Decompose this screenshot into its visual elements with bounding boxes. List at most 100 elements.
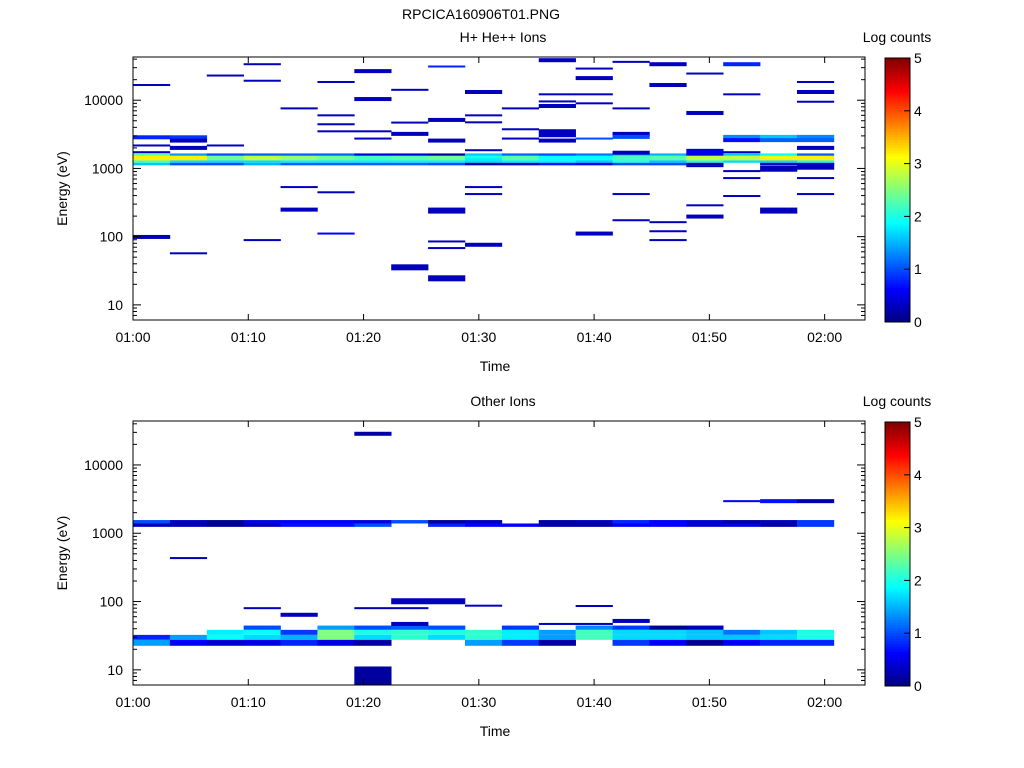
heatmap-line bbox=[317, 123, 355, 126]
colorbar-segment bbox=[885, 538, 910, 542]
colorbar-segment bbox=[885, 561, 910, 565]
heatmap-cell bbox=[428, 162, 466, 166]
heatmap-line bbox=[391, 88, 429, 91]
heatmap-cell bbox=[354, 153, 392, 156]
heatmap-cell bbox=[280, 160, 318, 163]
heatmap-cell bbox=[760, 162, 798, 166]
colorbar-segment bbox=[885, 495, 910, 499]
heatmap-line bbox=[169, 557, 208, 560]
heatmap-cell bbox=[206, 160, 244, 163]
colorbar-label: Log counts bbox=[863, 29, 932, 45]
heatmap-line bbox=[428, 65, 466, 68]
heatmap-cell bbox=[760, 155, 798, 159]
heatmap-line bbox=[206, 74, 244, 77]
heatmap-cell bbox=[133, 153, 171, 156]
heatmap-cell bbox=[796, 158, 835, 161]
colorbar-segment bbox=[885, 290, 910, 294]
heatmap-line bbox=[169, 135, 208, 140]
heatmap-line bbox=[796, 193, 835, 196]
heatmap-line bbox=[612, 60, 650, 63]
colorbar-segment bbox=[885, 651, 910, 655]
x-tick-label: 01:50 bbox=[692, 694, 727, 710]
x-tick-label: 02:00 bbox=[807, 694, 842, 710]
colorbar-segment bbox=[885, 477, 910, 481]
heatmap-cell bbox=[354, 634, 392, 640]
heatmap-line bbox=[686, 110, 724, 115]
heatmap-cell bbox=[464, 160, 503, 163]
heatmap-line bbox=[243, 63, 281, 66]
heatmap-cell bbox=[723, 629, 761, 635]
colorbar-segment bbox=[885, 116, 910, 120]
heatmap-cell bbox=[428, 634, 466, 640]
colorbar-segment bbox=[885, 469, 910, 473]
colorbar-segment bbox=[885, 76, 910, 80]
heatmap-line bbox=[317, 80, 355, 83]
heatmap-line bbox=[575, 102, 613, 105]
heatmap-cell bbox=[280, 520, 318, 524]
heatmap-cell bbox=[649, 162, 687, 166]
heatmap-cell bbox=[796, 523, 835, 527]
heatmap-cell bbox=[796, 160, 835, 163]
figure-title: RPCICA160906T01.PNG bbox=[402, 6, 560, 22]
heatmap-cell bbox=[317, 523, 355, 527]
colorbar-segment bbox=[885, 670, 910, 674]
heatmap-cell bbox=[169, 158, 208, 161]
heatmap-line bbox=[575, 137, 613, 140]
heatmap-cell bbox=[501, 160, 540, 163]
colorbar-label: Log counts bbox=[863, 393, 932, 409]
heatmap-line bbox=[169, 252, 208, 255]
colorbar-segment bbox=[885, 493, 910, 497]
y-tick-label: 10 bbox=[107, 662, 123, 678]
heatmap-cell bbox=[649, 634, 687, 640]
colorbar-segment bbox=[885, 208, 910, 212]
colorbar-segment bbox=[885, 458, 910, 462]
colorbar-segment bbox=[885, 197, 910, 201]
colorbar-frame bbox=[884, 57, 911, 323]
heatmap-cell bbox=[133, 634, 171, 640]
heatmap-cell bbox=[317, 634, 355, 640]
colorbar-segment bbox=[885, 203, 910, 207]
heatmap-line bbox=[391, 598, 429, 605]
heatmap-line bbox=[796, 89, 835, 94]
colorbar-segment bbox=[885, 472, 910, 476]
heatmap-line bbox=[206, 144, 244, 147]
heatmap-cell bbox=[686, 629, 724, 635]
heatmap-line bbox=[575, 231, 613, 236]
x-tick-label: 01:50 bbox=[692, 329, 727, 345]
heatmap-cell bbox=[575, 158, 613, 161]
heatmap-cell bbox=[501, 153, 540, 156]
colorbar-segment bbox=[885, 65, 910, 69]
x-tick-label: 01:10 bbox=[231, 329, 266, 345]
heatmap-line bbox=[796, 138, 835, 143]
heatmap-cell bbox=[243, 158, 281, 161]
heatmap-cell bbox=[538, 158, 576, 161]
heatmap-line bbox=[649, 83, 687, 88]
colorbar-segment bbox=[885, 234, 910, 238]
colorbar-segment bbox=[885, 237, 910, 241]
heatmap-cell bbox=[575, 629, 613, 635]
colorbar-segment bbox=[885, 282, 910, 286]
colorbar-segment bbox=[885, 213, 910, 217]
x-tick-label: 01:40 bbox=[577, 329, 612, 345]
heatmap-cell bbox=[501, 634, 540, 640]
heatmap-line bbox=[501, 137, 540, 140]
colorbar-segment bbox=[885, 625, 910, 629]
heatmap-cell bbox=[575, 625, 613, 630]
colorbar-segment bbox=[885, 654, 910, 658]
heatmap-cell bbox=[575, 153, 613, 156]
colorbar-tick-label: 3 bbox=[914, 520, 922, 536]
colorbar-segment bbox=[885, 295, 910, 299]
colorbar-segment bbox=[885, 79, 910, 83]
colorbar-segment bbox=[885, 535, 910, 539]
colorbar-segment bbox=[885, 300, 910, 304]
heatmap-line bbox=[501, 107, 540, 110]
heatmap-cell bbox=[538, 629, 576, 635]
heatmap-cell bbox=[501, 162, 540, 166]
heatmap-line bbox=[280, 107, 318, 110]
colorbar-segment bbox=[885, 102, 910, 106]
colorbar-segment bbox=[885, 187, 910, 191]
heatmap-line bbox=[354, 130, 392, 133]
colorbar-segment bbox=[885, 163, 910, 167]
heatmap-cell bbox=[723, 160, 761, 163]
colorbar-segment bbox=[885, 232, 910, 236]
